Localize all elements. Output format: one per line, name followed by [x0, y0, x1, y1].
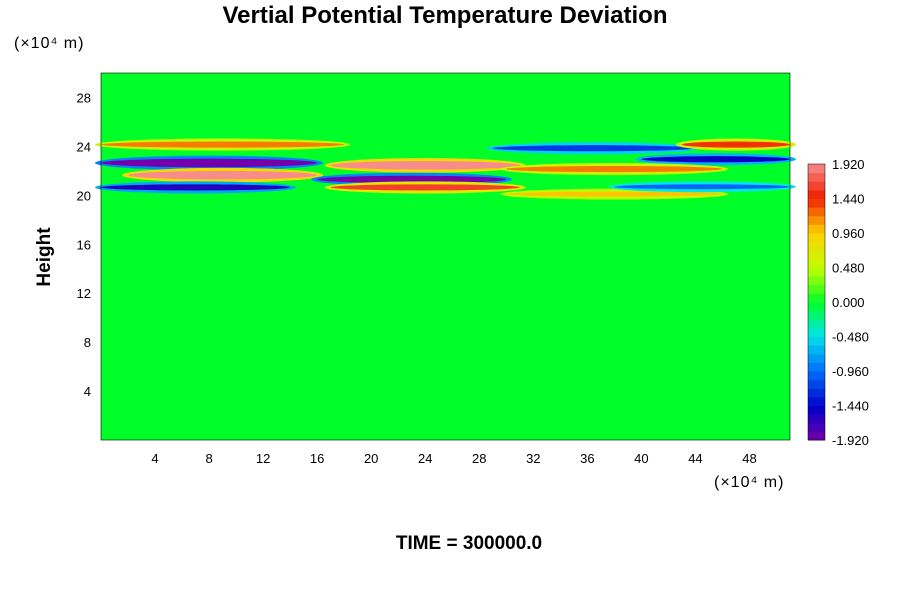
x-tick-label: 36: [580, 451, 594, 466]
colorbar-swatch: [808, 233, 825, 243]
colorbar-swatch: [808, 172, 825, 182]
colorbar-tick-label: -1.920: [832, 433, 869, 448]
x-tick-label: 32: [526, 451, 540, 466]
y-tick-label: 8: [84, 335, 91, 350]
colorbar-swatch: [808, 258, 825, 268]
plot-frame: [100, 72, 791, 441]
x-unit-label: (×10⁴ m): [714, 474, 784, 491]
colorbar-swatch: [808, 224, 825, 234]
y-tick-label: 28: [77, 90, 91, 105]
colorbar-swatch: [808, 189, 825, 199]
chart-title: Vertial Potential Temperature Deviation: [222, 2, 667, 29]
colorbar-swatch: [808, 267, 825, 277]
time-label: TIME = 300000.0: [396, 533, 542, 554]
colorbar-swatch: [808, 293, 825, 303]
y-axis-ticks: 4 8 12 16 20 24 28: [77, 90, 91, 399]
plot-area: [95, 72, 797, 441]
colorbar-swatch: [808, 164, 825, 174]
colorbar-swatch: [808, 284, 825, 294]
x-tick-label: 28: [472, 451, 486, 466]
x-tick-label: 44: [688, 451, 702, 466]
y-axis-title: Height: [34, 227, 55, 287]
field-feature: [128, 170, 318, 180]
x-tick-label: 16: [310, 451, 324, 466]
field-feature: [330, 161, 520, 170]
y-tick-label: 4: [84, 384, 91, 399]
colorbar-swatch: [808, 181, 825, 191]
colorbar-swatch: [808, 302, 825, 312]
colorbar-tick-label: 0.960: [832, 226, 865, 241]
colorbar-tick-label: -1.440: [832, 399, 869, 414]
field-feature: [101, 184, 291, 191]
x-tick-label: 20: [364, 451, 378, 466]
colorbar-swatch: [808, 362, 825, 372]
colorbar-swatch: [808, 353, 825, 363]
colorbar-swatch: [808, 276, 825, 286]
field-feature: [317, 175, 507, 184]
colorbar-swatch: [808, 241, 825, 251]
colorbar-swatch: [808, 345, 825, 355]
colorbar-tick-label: 1.920: [832, 157, 865, 172]
y-tick-label: 12: [77, 286, 91, 301]
x-tick-label: 24: [418, 451, 432, 466]
field-feature: [101, 158, 318, 168]
y-tick-label: 20: [77, 188, 91, 203]
colorbar-tick-label: 0.480: [832, 261, 865, 276]
colorbar-swatch: [808, 336, 825, 346]
colorbar-frame: [807, 163, 826, 441]
x-tick-label: 8: [205, 451, 212, 466]
field-feature: [681, 141, 790, 148]
colorbar-swatch: [808, 250, 825, 260]
field-feature: [506, 165, 723, 173]
colorbar-tick-label: 0.000: [832, 295, 865, 310]
colorbar-swatch: [808, 405, 825, 415]
y-tick-label: 24: [77, 139, 91, 154]
colorbar-swatch: [808, 414, 825, 424]
x-axis-ticks: 4 8 12 16 20 24 28 32 36 40 44 48: [151, 451, 756, 466]
colorbar-swatch: [808, 319, 825, 329]
colorbar-swatch: [808, 388, 825, 398]
colorbar-swatch: [808, 422, 825, 432]
colorbar-swatch: [808, 379, 825, 389]
field-feature: [614, 184, 790, 190]
colorbar-tick-label: 1.440: [832, 192, 865, 207]
x-tick-label: 12: [256, 451, 270, 466]
colorbar-swatch: [808, 198, 825, 208]
colorbar-swatch: [808, 327, 825, 337]
colorbar-tick-label: -0.480: [832, 330, 869, 345]
colorbar-swatch: [808, 396, 825, 406]
colorbar-swatch: [808, 371, 825, 381]
colorbar-swatch: [808, 431, 825, 441]
field-background: [101, 73, 790, 440]
field-feature: [330, 184, 520, 191]
y-unit-label: (×10⁴ m): [14, 35, 84, 52]
x-tick-label: 40: [634, 451, 648, 466]
colorbar-swatch: [808, 207, 825, 217]
colorbar-swatch: [808, 310, 825, 320]
y-tick-label: 16: [77, 237, 91, 252]
x-tick-label: 4: [151, 451, 158, 466]
colorbar-tick-label: -0.960: [832, 364, 869, 379]
colorbar: 1.920 1.440 0.960 0.480 0.000 -0.480 -0.960 -1.…: [807, 157, 869, 448]
colorbar-swatch: [808, 215, 825, 225]
field-feature: [101, 141, 345, 148]
field-feature: [506, 191, 723, 197]
field-feature: [641, 156, 791, 163]
field-feature: [492, 145, 696, 152]
x-tick-label: 48: [742, 451, 756, 466]
